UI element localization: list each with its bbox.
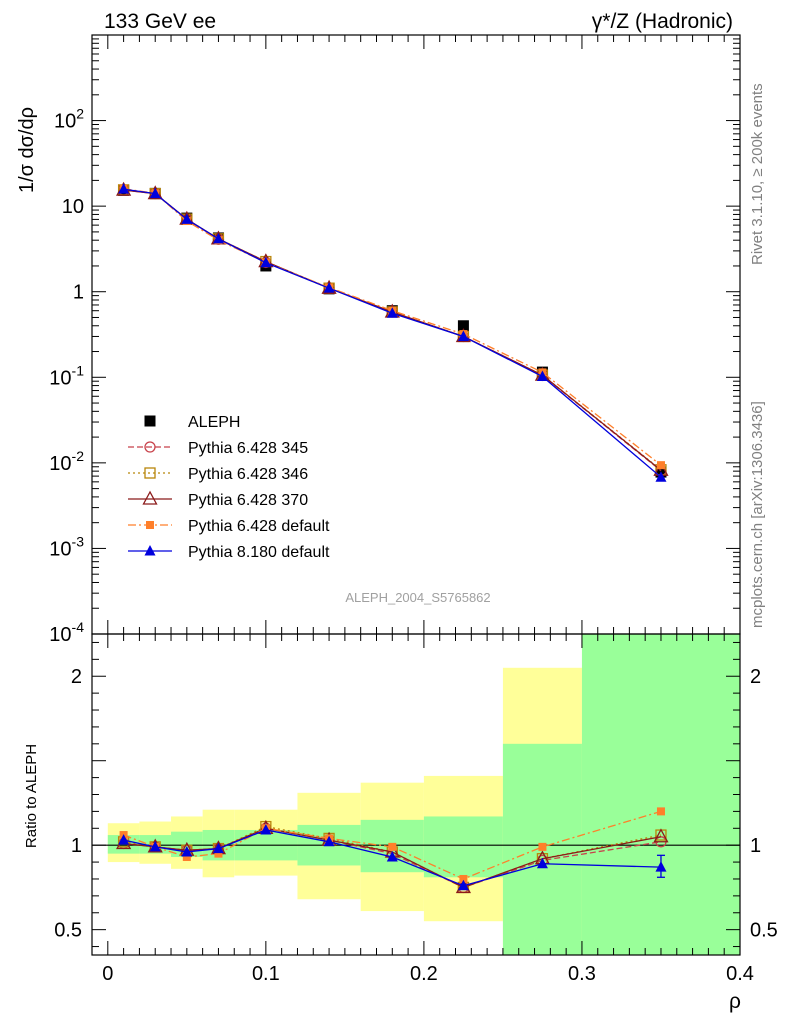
ratio-p370-point <box>653 828 669 843</box>
ratio-p6def-point <box>214 849 223 858</box>
main-y-tick-exponent: -3 <box>72 533 85 549</box>
mcplots-label: mcplots.cern.ch [arXiv:1306.3436] <box>749 401 766 628</box>
x-axis-label: ρ <box>729 990 741 1013</box>
series-curves <box>116 181 669 894</box>
main-p8def-point <box>260 256 272 268</box>
ratio-p8def-point <box>323 835 335 847</box>
ratio-p6def-point <box>538 842 547 851</box>
header-right-title: γ*/Z (Hadronic) <box>592 10 733 33</box>
ratio-band-inner <box>423 816 503 878</box>
main-y-tick-exponent: 2 <box>76 106 84 122</box>
ratio-y-tick-label: 0.5 <box>54 920 82 942</box>
ratio-p6def-point <box>459 874 468 883</box>
ratio-band-inner <box>581 634 740 955</box>
legend-p8def-label: Pythia 8.180 default <box>188 544 330 561</box>
main-y-axis-label: 1/σ dσ/dρ <box>16 107 38 193</box>
legend-p6def-marker <box>146 521 154 529</box>
ratio-p8def-point <box>149 840 161 852</box>
ratio-p8def-line <box>123 829 661 887</box>
main-data-point <box>457 320 469 332</box>
main-p8def-point <box>149 187 161 199</box>
main-y-tick-exponent: -1 <box>72 362 85 378</box>
main-p8def-line <box>123 188 662 478</box>
x-tick-label: 0 <box>102 963 113 985</box>
main-y-tick-label: 102 <box>54 106 84 133</box>
ratio-p8def-point <box>536 857 548 869</box>
legend-p6def-label: Pythia 6.428 default <box>188 518 330 535</box>
main-p8def-point <box>323 282 335 293</box>
ratio-y-tick-label-right: 2 <box>750 666 761 688</box>
main-y-tick-label: 10-1 <box>49 362 84 389</box>
main-p6def-point <box>656 461 665 470</box>
x-tick-label: 0.1 <box>252 963 280 985</box>
main-y-tick-exponent: -4 <box>72 619 85 635</box>
main-y-tick-label: 10 <box>62 196 84 218</box>
ratio-p370-line <box>123 827 662 889</box>
main-p8def-point <box>212 232 224 244</box>
axis-ticks: 10-4 10-3 10-2 10-1 1 10 102 0 0.1 0.2 0.3 0.4 0.5 0.… <box>49 34 778 985</box>
header-left-title: 133 GeV ee <box>104 10 216 33</box>
ratio-p6def-point <box>388 842 397 851</box>
x-tick-label: 0.2 <box>410 963 438 985</box>
ratio-p8def-point <box>260 823 272 835</box>
legend-p370-label: Pythia 6.428 370 <box>188 492 308 509</box>
ratio-p6def-line <box>123 810 662 880</box>
ratio-y-tick-label-right: 0.5 <box>750 920 778 942</box>
main-y-tick-label: 1 <box>73 282 84 304</box>
main-y-tick-label: 10-3 <box>49 533 84 560</box>
ratio-p8def-point <box>181 845 193 857</box>
main-p8def-point <box>536 370 548 382</box>
legend-p345-label: Pythia 6.428 345 <box>188 440 308 457</box>
ratio-p6def-point <box>182 853 191 862</box>
legend-data-label: ALEPH <box>188 414 240 431</box>
ratio-y-tick-label: 2 <box>71 666 82 688</box>
main-p8def-point <box>386 307 398 318</box>
x-tick-label: 0.3 <box>568 963 596 985</box>
x-tick-label: 0.4 <box>726 963 754 985</box>
main-p8def-point <box>118 183 130 194</box>
legend: ALEPH Pythia 6.428 345 Pythia 6.428 346 Pyt… <box>128 414 330 561</box>
ratio-p8def-point <box>118 834 130 845</box>
legend-p8def-marker <box>144 545 156 556</box>
legend-p346-marker <box>144 467 156 479</box>
main-y-tick-label: 10-4 <box>49 619 84 646</box>
rivet-label: Rivet 3.1.10, ≥ 200k events <box>749 83 766 265</box>
legend-p346-label: Pythia 6.428 346 <box>188 466 308 483</box>
main-p8def-point <box>181 213 193 224</box>
legend-p345-marker <box>144 441 156 453</box>
ratio-p8def-point <box>212 842 224 854</box>
legend-p370-marker <box>142 490 158 505</box>
analysis-label: ALEPH_2004_S5765862 <box>345 590 490 605</box>
ratio-y-axis-label: Ratio to ALEPH <box>23 744 40 848</box>
ratio-p6def-point <box>656 807 665 816</box>
ratio-p8def-point <box>457 879 469 891</box>
ratio-uncertainty-bands <box>107 634 740 955</box>
ratio-y-tick-label-right: 1 <box>750 835 761 857</box>
ratio-y-tick-label: 1 <box>71 835 82 857</box>
ratio-p8def-point <box>386 851 398 862</box>
main-p8def-point <box>457 330 469 341</box>
main-y-tick-label: 10-2 <box>49 448 84 475</box>
main-p8def-point <box>655 471 667 482</box>
legend-data-marker <box>144 415 156 427</box>
main-y-tick-exponent: -2 <box>72 448 85 464</box>
